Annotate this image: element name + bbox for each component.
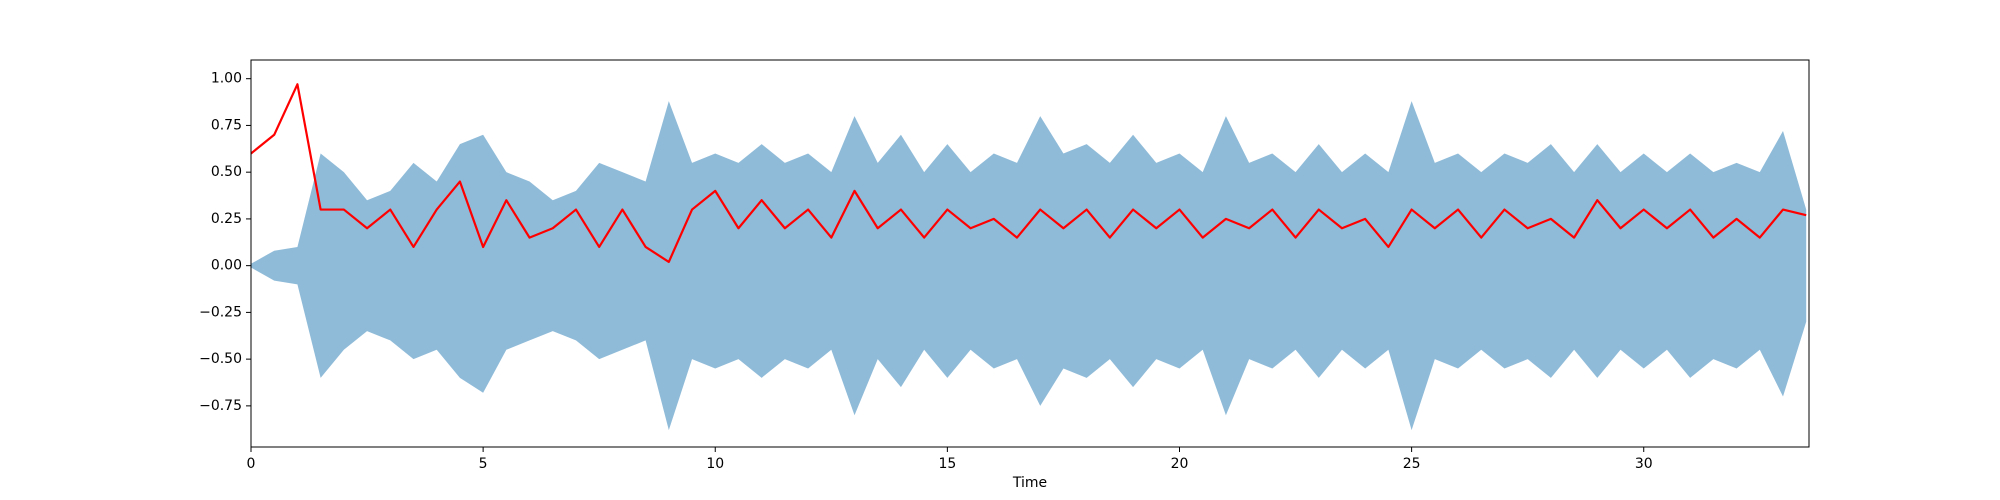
y-tick-label: −0.25 [199, 304, 242, 320]
y-tick-label: 0.75 [211, 117, 242, 133]
envelope-line [251, 83, 1807, 264]
x-tick-label: 30 [1635, 456, 1653, 472]
y-tick-label: 1.00 [211, 71, 242, 87]
x-tick-label: 10 [706, 456, 724, 472]
y-tick-label: 0.00 [211, 258, 242, 274]
axes-frame [250, 59, 1810, 448]
y-tick-label: −0.75 [199, 398, 242, 414]
x-tick-label: 20 [1171, 456, 1189, 472]
x-tick-label: 0 [247, 456, 256, 472]
x-tick-label: 5 [479, 456, 488, 472]
plot-area [251, 83, 1807, 431]
y-tick-label: 0.50 [211, 164, 242, 180]
x-tick-label: 15 [938, 456, 956, 472]
y-tick-label: 0.25 [211, 211, 242, 227]
waveform-area [251, 101, 1807, 431]
x-tick-label: 25 [1403, 456, 1421, 472]
y-tick-label: −0.50 [199, 351, 242, 367]
x-axis-label: Time [1012, 475, 1047, 491]
